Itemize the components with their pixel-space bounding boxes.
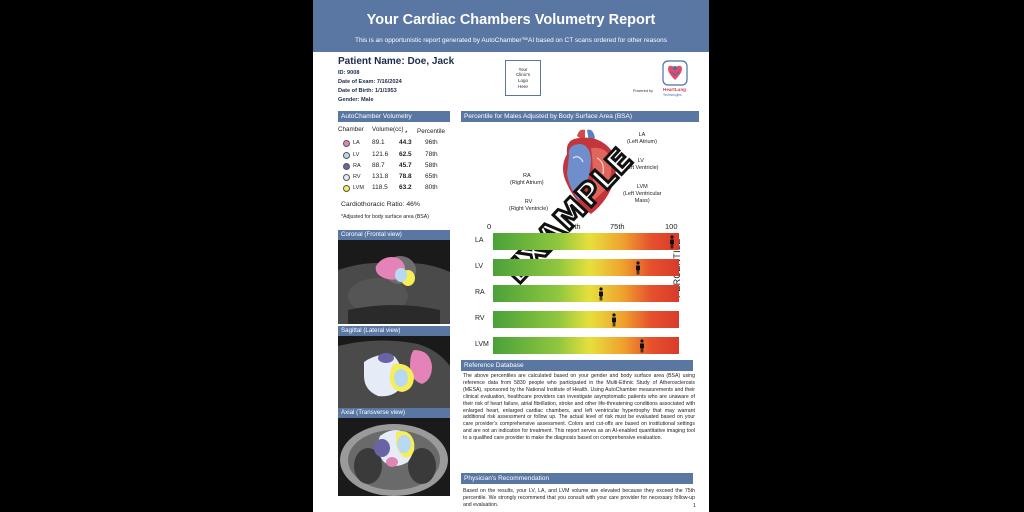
- volumetry-row-rv: RV 131.8 78.8 65th: [341, 173, 461, 184]
- axial-ct-image: [338, 418, 450, 496]
- axial-view-title: Axial (Transverse view): [338, 408, 450, 418]
- brand-logo: Powered by HeartLung Technologies: [633, 60, 693, 98]
- chamber-volume: 121.6: [372, 151, 389, 158]
- chamber-percentile: 65th: [425, 173, 438, 180]
- person-marker-icon: [639, 339, 644, 353]
- chamber-abbr: LV: [353, 152, 360, 158]
- patient-id: ID: 9008: [338, 70, 360, 76]
- chamber-adjusted-volume: 78.8: [399, 173, 412, 180]
- physician-text: Based on the results, your LV, LA, and L…: [463, 488, 695, 508]
- chamber-abbr: LVM: [353, 185, 364, 191]
- chamber-percentile: 96th: [425, 139, 438, 146]
- chamber-abbr: RV: [353, 174, 361, 180]
- physician-section-title: Physician's Recommendation: [461, 473, 693, 484]
- heart-illustration: [563, 129, 616, 214]
- heart-label-rv: RV (Right Ventricle): [509, 199, 549, 212]
- report-page: Your Cardiac Chambers Volumetry Report T…: [313, 0, 709, 512]
- col-percentile-header: Percentile: [417, 128, 446, 135]
- gender: Gender: Male: [338, 97, 374, 103]
- chamber-volume: 131.8: [372, 173, 389, 180]
- heart-label-ra: RA (Right Atrium): [510, 173, 544, 186]
- chamber-color-dot: [343, 163, 350, 170]
- chamber-adjusted-volume: 63.2: [399, 184, 412, 191]
- volumetry-row-la: LA 89.1 44.3 96th: [341, 139, 461, 150]
- axis-tick-0: 0: [487, 222, 492, 231]
- brand-tagline: Technologies: [663, 93, 682, 97]
- chamber-abbr: RA: [353, 163, 361, 169]
- chamber-color-dot: [343, 140, 350, 147]
- person-marker-icon: [669, 235, 674, 249]
- gauge-bar-rv: [493, 311, 679, 328]
- heart-lung-logo-icon: [662, 60, 688, 86]
- exam-date: Date of Exam: 7/16/2024: [338, 79, 402, 85]
- reference-text: The above percentiles are calculated bas…: [463, 373, 695, 442]
- report-title: Your Cardiac Chambers Volumetry Report: [366, 12, 656, 28]
- chamber-color-dot: [343, 152, 350, 159]
- gauge-bar-ra: [493, 285, 679, 302]
- birth-date: Date of Birth: 1/1/1953: [338, 88, 397, 94]
- person-marker-icon: [598, 287, 603, 301]
- powered-by-text: Powered by: [633, 89, 654, 93]
- cardiothoracic-ratio: Cardiothoracic Ratio: 46%: [341, 201, 420, 208]
- coronal-view-title: Coronal (Frontal view): [338, 230, 450, 240]
- chamber-volume: 118.5: [372, 184, 388, 191]
- person-marker-icon: [636, 261, 641, 275]
- volumetry-row-lvm: LVM 118.5 63.2 80th: [341, 184, 461, 195]
- bsa-footnote: *Adjusted for body surface area (BSA): [341, 214, 429, 220]
- gauge-bar-lv: [493, 259, 679, 276]
- clinic-logo-placeholder: Your Clinic's Logo Here: [505, 60, 541, 96]
- chamber-color-dot: [343, 185, 350, 192]
- heart-label-lv: LV (Left Ventricle): [623, 158, 659, 171]
- coronal-ct-image: [338, 240, 450, 324]
- volumetry-row-lv: LV 121.6 62.5 78th: [341, 151, 461, 162]
- chamber-adjusted-volume: 62.5: [399, 151, 412, 158]
- chamber-adjusted-volume: 44.3: [399, 139, 412, 146]
- chamber-color-dot: [343, 174, 350, 181]
- report-header: Your Cardiac Chambers Volumetry Report T…: [313, 0, 709, 52]
- chamber-percentile: 58th: [425, 162, 438, 169]
- axis-tick-50th: 50th: [566, 222, 581, 231]
- chamber-percentile: 78th: [425, 151, 438, 158]
- heart-label-la: LA (Left Atrium): [627, 132, 657, 145]
- reference-section-title: Reference Database: [461, 360, 693, 371]
- gauge-label-la: LA: [475, 237, 484, 244]
- col-chamber-header: Chamber: [338, 126, 364, 133]
- heart-label-lvm: LVM (Left Ventricular Mass): [623, 184, 662, 204]
- sagittal-ct-image: [338, 336, 450, 416]
- axis-tick-75th: 75th: [610, 222, 625, 231]
- report-subtitle: This is an opportunistic report generate…: [354, 37, 668, 44]
- brand-name: HeartLung: [663, 87, 686, 92]
- gauge-label-lvm: LVM: [475, 341, 489, 348]
- gauge-bar-la: [493, 233, 679, 250]
- chamber-adjusted-volume: 45.7: [399, 162, 412, 169]
- gauge-label-ra: RA: [475, 289, 485, 296]
- volumetry-section-title: AutoChamber Volumetry: [338, 111, 450, 122]
- chamber-volume: 89.1: [372, 139, 385, 146]
- chamber-percentile: 80th: [425, 184, 438, 191]
- chamber-abbr: LA: [353, 140, 360, 146]
- volumetry-row-ra: RA 88.7 45.7 58th: [341, 162, 461, 173]
- adjusted-asterisk: *: [405, 131, 408, 137]
- gauge-label-rv: RV: [475, 315, 485, 322]
- gauge-label-lv: LV: [475, 263, 484, 270]
- axis-tick-100: 100: [665, 222, 678, 231]
- gauge-bar-lvm: [493, 337, 679, 354]
- patient-name: Patient Name: Doe, Jack: [338, 56, 455, 67]
- person-marker-icon: [611, 313, 616, 327]
- percentile-section-title: Percentile for Males Adjusted by Body Su…: [461, 111, 699, 122]
- chamber-volume: 88.7: [372, 162, 385, 169]
- sagittal-view-title: Sagittal (Lateral view): [338, 326, 450, 336]
- page-number: 1: [693, 503, 696, 509]
- col-volume-header: Volume(cc): [372, 126, 404, 133]
